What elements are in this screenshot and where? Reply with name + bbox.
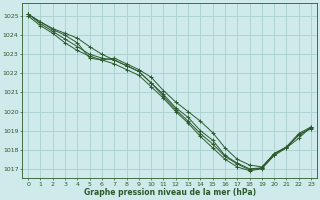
X-axis label: Graphe pression niveau de la mer (hPa): Graphe pression niveau de la mer (hPa) [84, 188, 256, 197]
